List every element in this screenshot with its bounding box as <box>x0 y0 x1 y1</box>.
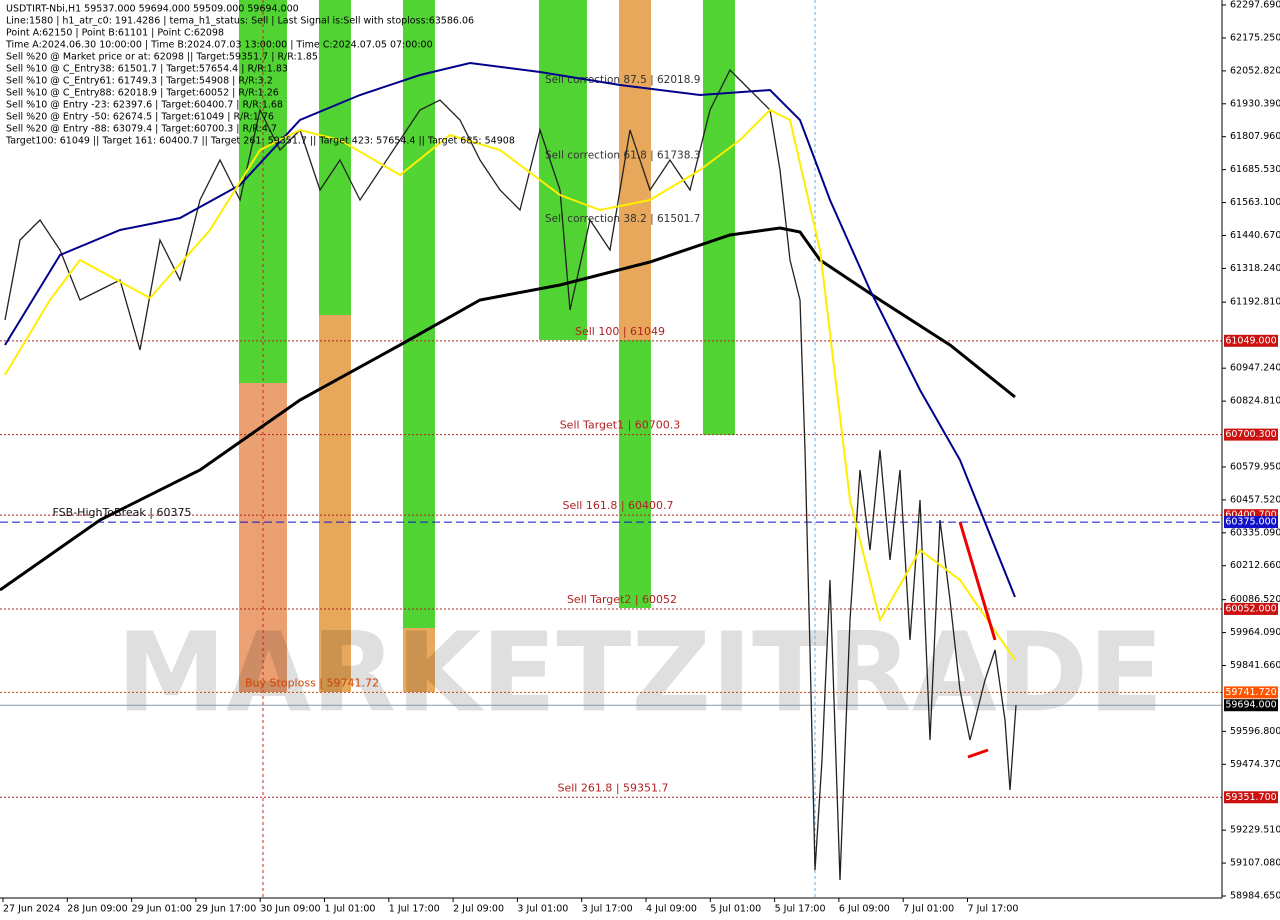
info-line: Sell %10 @ C_Entry38: 61501.7 | Target:5… <box>6 64 288 75</box>
price-tick-label: 59596.800 <box>1230 726 1280 737</box>
price-tick-label: 61930.390 <box>1230 98 1280 109</box>
info-line: Sell %20 @ Entry -88: 63079.4 | Target:6… <box>6 124 277 135</box>
price-path <box>4 68 1017 881</box>
price-tick-label: 61563.100 <box>1230 197 1280 208</box>
info-line: Target100: 61049 || Target 161: 60400.7 … <box>5 136 515 147</box>
time-label: 1 Jul 17:00 <box>389 904 440 915</box>
time-label: 7 Jul 01:00 <box>903 904 954 915</box>
price-tick-label: 62297.690 <box>1230 0 1280 11</box>
level-text: Sell Target2 | 60052 <box>567 593 677 606</box>
level-price: 59741.720 <box>1225 687 1276 698</box>
price-tick-label: 59964.090 <box>1230 627 1280 638</box>
band <box>403 628 435 692</box>
level-text: Sell 100 | 61049 <box>575 325 665 338</box>
time-label: 29 Jun 17:00 <box>196 904 256 915</box>
level-text: Sell Target1 | 60700.3 <box>560 419 681 432</box>
info-line: Line:1580 | h1_atr_c0: 191.4286 | tema_h… <box>6 16 474 27</box>
level-price: 60700.300 <box>1225 429 1276 440</box>
level-price: 60400.700 <box>1225 510 1276 521</box>
price-tick-label: 59474.370 <box>1230 759 1280 770</box>
price-tick-label: 59229.510 <box>1230 825 1280 836</box>
info-line: Sell %20 @ Market price or at: 62098 || … <box>6 52 318 63</box>
band <box>619 340 651 608</box>
ma-mid <box>4 61 1016 598</box>
band <box>403 0 435 628</box>
price-tick-label: 60824.810 <box>1230 396 1280 407</box>
band <box>319 315 351 692</box>
level-price: 60375.000 <box>1225 517 1276 528</box>
level-text: Sell 261.8 | 59351.7 <box>557 781 668 794</box>
correction-text: Sell correction 61.8 | 61738.3 <box>545 149 700 161</box>
time-label: 30 Jun 09:00 <box>260 904 320 915</box>
level-price: 61049.000 <box>1225 335 1276 346</box>
time-label: 4 Jul 09:00 <box>646 904 697 915</box>
price-tick-label: 61440.670 <box>1230 230 1280 241</box>
level-tag <box>1224 686 1278 699</box>
info-line: Sell %10 @ C_Entry88: 62018.9 | Target:6… <box>6 88 279 99</box>
price-axis: 62297.690 62175.250 62052.820 61930.390 6180… <box>1222 0 1280 902</box>
time-label: 2 Jul 09:00 <box>453 904 504 915</box>
band <box>703 0 735 435</box>
plot-area <box>0 0 1222 898</box>
current-price-label: 59694.000 <box>1225 700 1276 711</box>
level-price: 59351.700 <box>1225 792 1276 803</box>
price-tick-label: 60947.240 <box>1230 363 1280 374</box>
time-label: 5 Jul 17:00 <box>775 904 826 915</box>
ma-fast <box>4 108 1016 661</box>
level-tag <box>1224 602 1278 615</box>
level-text: Buy Stoploss | 59741.72 <box>245 676 379 689</box>
price-tick-label: 60457.520 <box>1230 494 1280 505</box>
info-panel: USDTIRT-Nbi,H1 59537.000 59694.000 59509… <box>5 4 515 147</box>
time-label: 3 Jul 17:00 <box>582 904 633 915</box>
price-tick-label: 61318.240 <box>1230 263 1280 274</box>
time-label: 1 Jul 01:00 <box>325 904 376 915</box>
info-line: Time A:2024.06.30 10:00:00 | Time B:2024… <box>5 40 433 51</box>
info-line: USDTIRT-Nbi,H1 59537.000 59694.000 59509… <box>6 4 299 15</box>
ma-slow <box>0 226 1016 592</box>
price-tick-label: 60086.520 <box>1230 594 1280 605</box>
level-price: 60052.000 <box>1225 603 1276 614</box>
trend-line <box>967 748 989 759</box>
price-tick-label: 61192.810 <box>1230 297 1280 308</box>
watermark: MARKETZITRADE <box>117 608 1164 736</box>
price-tick-label: 60212.660 <box>1230 560 1280 571</box>
info-line: Sell %20 @ Entry -50: 62674.5 | Target:6… <box>6 112 274 123</box>
correction-text: Sell correction 87.5 | 62018.9 <box>545 74 700 86</box>
price-tick-label: 60579.950 <box>1230 461 1280 472</box>
info-line: Sell %10 @ Entry -23: 62397.6 | Target:6… <box>6 100 283 111</box>
time-label: 5 Jul 01:00 <box>710 904 761 915</box>
price-tick-label: 61807.960 <box>1230 131 1280 142</box>
time-label: 7 Jul 17:00 <box>968 904 1019 915</box>
time-label: 6 Jul 09:00 <box>839 904 890 915</box>
level-tag <box>1224 428 1278 441</box>
price-tick-label: 61685.530 <box>1230 164 1280 175</box>
level-text: Sell 161.8 | 60400.7 <box>562 499 673 512</box>
time-label: 28 Jun 09:00 <box>67 904 127 915</box>
time-label: 3 Jul 01:00 <box>517 904 568 915</box>
time-axis: 27 Jun 2024 28 Jun 09:00 29 Jun 01:00 29 Ju… <box>2 898 1019 915</box>
level-tag <box>1224 334 1278 347</box>
current-price-tag <box>1224 699 1278 712</box>
info-line: Point A:62150 | Point B:61101 | Point C:… <box>6 28 224 39</box>
trend-line <box>958 521 997 641</box>
band <box>619 0 651 340</box>
price-tick-label: 62175.250 <box>1230 32 1280 43</box>
price-tick-label: 60335.090 <box>1230 527 1280 538</box>
price-tick-label: 62052.820 <box>1230 65 1280 76</box>
time-label: 27 Jun 2024 <box>3 904 60 915</box>
price-tick-label: 59841.660 <box>1230 660 1280 671</box>
price-tick-label: 58984.650 <box>1230 891 1280 902</box>
time-label: 29 Jun 01:00 <box>132 904 192 915</box>
level-tag <box>1224 516 1278 529</box>
price-tick-label: 59107.080 <box>1230 858 1280 869</box>
correction-text: Sell correction 38.2 | 61501.7 <box>545 213 700 225</box>
levels: Sell 100 | 61049 Sell Target1 | 60700.3 Se… <box>0 74 1222 798</box>
band <box>319 0 351 315</box>
info-line: Sell %10 @ C_Entry61: 61749.3 | Target:5… <box>6 76 273 87</box>
level-text: FSB-HighToBreak | 60375 <box>53 506 192 519</box>
level-tag <box>1224 791 1278 804</box>
